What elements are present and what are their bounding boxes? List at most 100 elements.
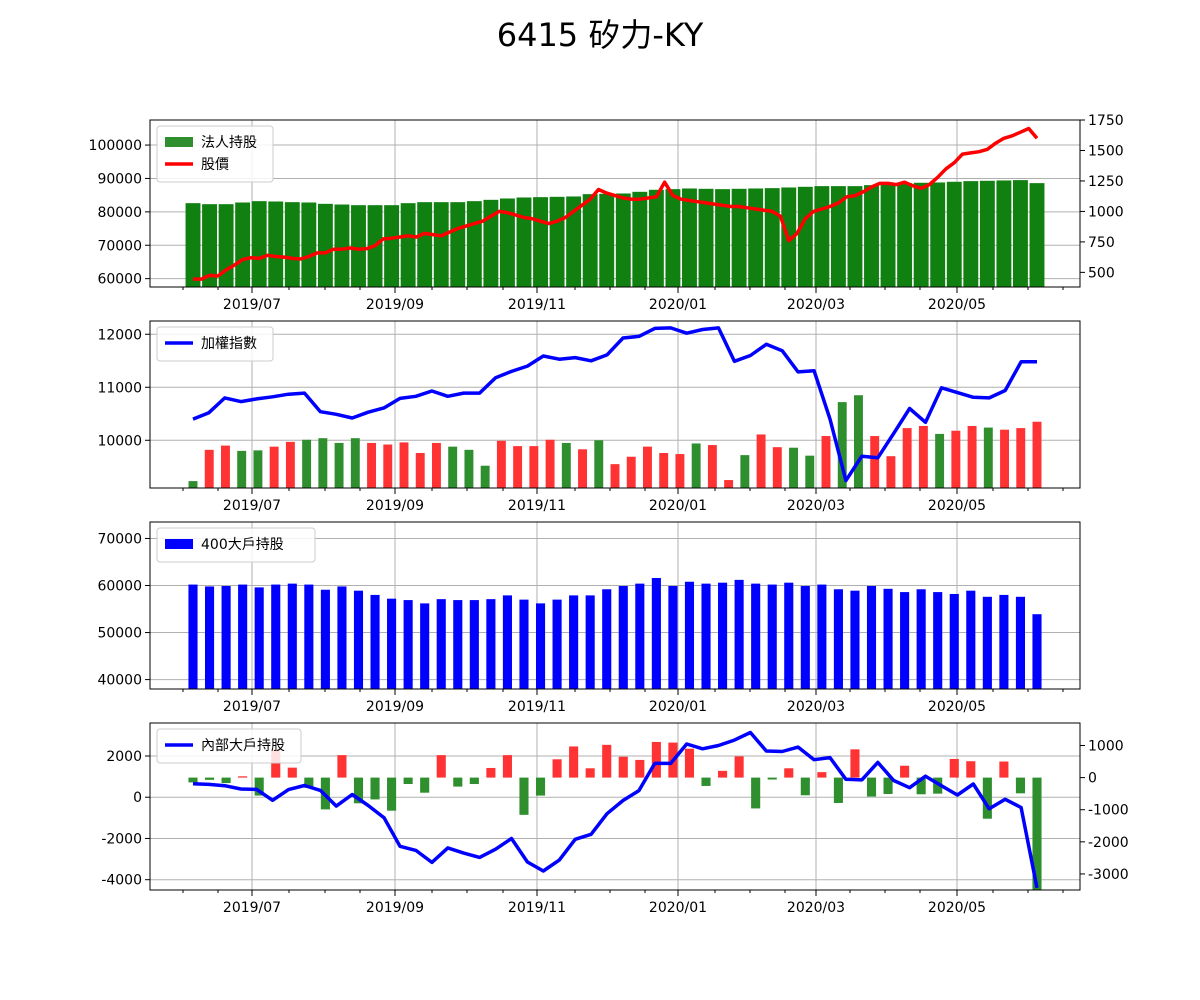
insider-change-bar <box>651 741 661 778</box>
x-tick-label: 2019/11 <box>508 498 566 514</box>
inst-holdings-bar <box>499 198 515 287</box>
x-tick-label: 2019/11 <box>508 699 566 715</box>
chart-title: 6415 矽力-KY <box>497 16 704 54</box>
insider-change-bar <box>751 777 761 809</box>
inst-holdings-bar <box>466 201 482 287</box>
index-change-bar <box>951 430 961 488</box>
y-tick-label: -2000 <box>101 831 142 847</box>
legend-label: 法人持股 <box>201 135 257 151</box>
inst-holdings-bar <box>615 193 631 287</box>
index-change-bar <box>367 442 377 488</box>
x-tick-label: 2019/07 <box>223 699 281 715</box>
index-change-bar <box>334 442 344 488</box>
y-tick-label: 80000 <box>97 205 142 221</box>
insider-change-bar <box>238 776 248 778</box>
index-change-bar <box>561 442 571 488</box>
index-change-bar <box>285 441 295 488</box>
inst-holdings-bar <box>715 189 731 287</box>
index-change-bar <box>772 447 782 488</box>
index-change-bar <box>626 456 636 488</box>
insider-change-bar <box>618 756 628 778</box>
insider-change-bar <box>883 777 893 794</box>
big-holder-bar <box>519 599 529 689</box>
inst-holdings-bar <box>963 181 979 287</box>
y-tick-label: -4000 <box>101 873 142 889</box>
panel-2: 10000 11000 12000 2019/07 2019/09 2019/11 2020… <box>97 320 1081 514</box>
legend-label: 股價 <box>201 156 229 173</box>
inst-holdings-bar <box>930 182 946 287</box>
index-change-bar <box>821 436 831 488</box>
y-tick-label: 70000 <box>97 238 142 254</box>
inst-holdings-bar <box>400 203 416 287</box>
legend-box <box>156 326 274 362</box>
index-change-bar <box>935 433 945 488</box>
big-holder-bar <box>254 587 264 689</box>
inst-holdings-bar <box>301 202 317 287</box>
index-change-bar <box>756 434 766 488</box>
legend: 內部大戶持股 <box>156 728 302 764</box>
inst-holdings-bar <box>334 204 350 287</box>
insider-change-bar <box>982 777 992 819</box>
index-change-bar <box>967 425 977 488</box>
inst-holdings-bar <box>880 184 896 287</box>
insider-change-bar <box>933 777 943 794</box>
index-change-bar <box>707 445 717 488</box>
big-holder-bar <box>800 585 810 689</box>
insider-change-bars <box>188 741 1042 890</box>
y-tick-label: 50000 <box>97 626 142 642</box>
axes-frame <box>149 521 1081 690</box>
inst-holdings-bar <box>913 182 929 287</box>
insider-change-bar <box>287 767 297 778</box>
x-tick-label: 2020/01 <box>649 699 707 715</box>
y-tick-label: 100000 <box>89 138 142 154</box>
y-right-tick-label: 0 <box>1088 771 1097 787</box>
index-change-bar <box>1032 421 1042 488</box>
big-holder-bar <box>271 584 281 689</box>
big-holder-bar <box>883 588 893 689</box>
y-right-tick-label: -3000 <box>1088 867 1129 883</box>
legend-swatch <box>165 539 193 549</box>
insider-change-bar <box>684 748 695 778</box>
index-change-bar <box>853 395 863 488</box>
x-tick-label: 2020/03 <box>787 699 845 715</box>
y-tick-label: 90000 <box>97 171 142 187</box>
index-change-bar <box>496 440 506 488</box>
index-change-bar <box>545 439 555 488</box>
insider-change-bar <box>387 777 397 811</box>
index-change-bar <box>837 402 847 488</box>
inst-holdings-bar <box>979 180 995 287</box>
big-holder-bar <box>238 584 248 689</box>
inst-holdings-bar <box>1029 183 1045 287</box>
y-tick-label: 70000 <box>97 531 142 547</box>
index-change-bar <box>350 438 360 488</box>
y-tick-label: 11000 <box>97 380 142 396</box>
big-holder-bar <box>618 585 628 689</box>
inst-holdings-bar <box>864 185 879 287</box>
big-holder-bar <box>833 589 843 689</box>
insider-change-bar <box>337 755 347 778</box>
index-change-bar <box>675 454 685 488</box>
insider-change-bar <box>420 777 430 793</box>
big-holder-bar <box>469 600 479 689</box>
index-change-bar <box>886 456 896 488</box>
index-change-bar <box>902 428 912 488</box>
inst-holdings-bar <box>996 180 1012 287</box>
index-change-bar <box>431 442 441 488</box>
y-right-tick-label: 1250 <box>1088 174 1124 190</box>
big-holder-bar <box>221 585 231 689</box>
insider-change-bar <box>204 777 215 780</box>
index-change-bar <box>529 446 539 488</box>
big-holder-bar <box>734 579 744 689</box>
index-change-bar <box>1000 429 1010 488</box>
x-tick-label: 2019/11 <box>508 900 566 916</box>
x-tick-label: 2019/07 <box>223 900 281 916</box>
inst-holdings-bar <box>582 194 598 287</box>
index-change-bar <box>220 445 230 488</box>
inst-holdings-bar <box>235 202 251 287</box>
inst-holdings-bar <box>351 205 366 287</box>
index-change-bar <box>188 481 198 488</box>
index-change-bar <box>805 455 815 488</box>
inst-holdings-bar <box>814 186 830 287</box>
big-holder-bar <box>304 584 314 689</box>
x-tick-label: 2019/09 <box>366 297 424 313</box>
